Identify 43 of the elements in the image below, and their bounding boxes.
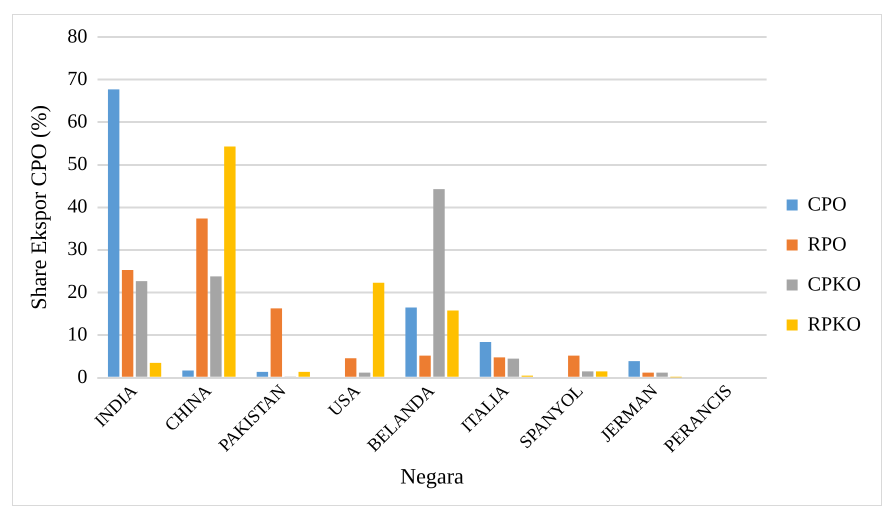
bar bbox=[256, 372, 268, 377]
bar bbox=[122, 270, 134, 377]
y-tick-label: 10 bbox=[67, 323, 88, 346]
bar bbox=[182, 370, 194, 377]
bar bbox=[405, 308, 417, 377]
y-tick-label: 20 bbox=[67, 280, 88, 303]
bar bbox=[447, 310, 459, 377]
bar bbox=[494, 357, 506, 377]
bar bbox=[270, 308, 282, 377]
bar bbox=[642, 372, 654, 377]
bar bbox=[582, 371, 594, 377]
bar bbox=[344, 358, 356, 377]
bar bbox=[150, 362, 162, 377]
bar bbox=[210, 276, 222, 377]
y-tick-label: 30 bbox=[67, 238, 88, 260]
bar bbox=[196, 218, 208, 377]
x-axis-title: Negara bbox=[400, 464, 464, 489]
y-tick-label: 50 bbox=[67, 153, 88, 176]
legend-label: CPO bbox=[808, 193, 847, 216]
bar bbox=[358, 372, 370, 377]
bar bbox=[596, 371, 608, 377]
bar bbox=[656, 372, 668, 377]
bar bbox=[480, 342, 492, 377]
x-tick-label: USA bbox=[324, 380, 364, 420]
bar bbox=[508, 358, 520, 377]
bar bbox=[224, 146, 236, 377]
y-tick-label: 80 bbox=[67, 25, 88, 48]
legend-label: CPKO bbox=[808, 273, 862, 296]
bar bbox=[108, 89, 120, 377]
y-tick-label: 70 bbox=[67, 68, 88, 90]
bar bbox=[628, 361, 640, 377]
y-tick-label: 40 bbox=[67, 196, 88, 218]
bar bbox=[433, 189, 445, 377]
y-tick-label: 60 bbox=[67, 110, 88, 132]
y-axis-title: Share Ekspor CPO (%) bbox=[26, 105, 51, 310]
bar bbox=[568, 356, 580, 377]
legend-label: RPKO bbox=[808, 313, 862, 336]
bar bbox=[298, 372, 310, 377]
legend-label: RPO bbox=[808, 233, 847, 256]
y-tick-label: 0 bbox=[77, 366, 88, 388]
bar bbox=[136, 281, 148, 377]
bar bbox=[372, 282, 384, 377]
bar bbox=[419, 356, 431, 377]
